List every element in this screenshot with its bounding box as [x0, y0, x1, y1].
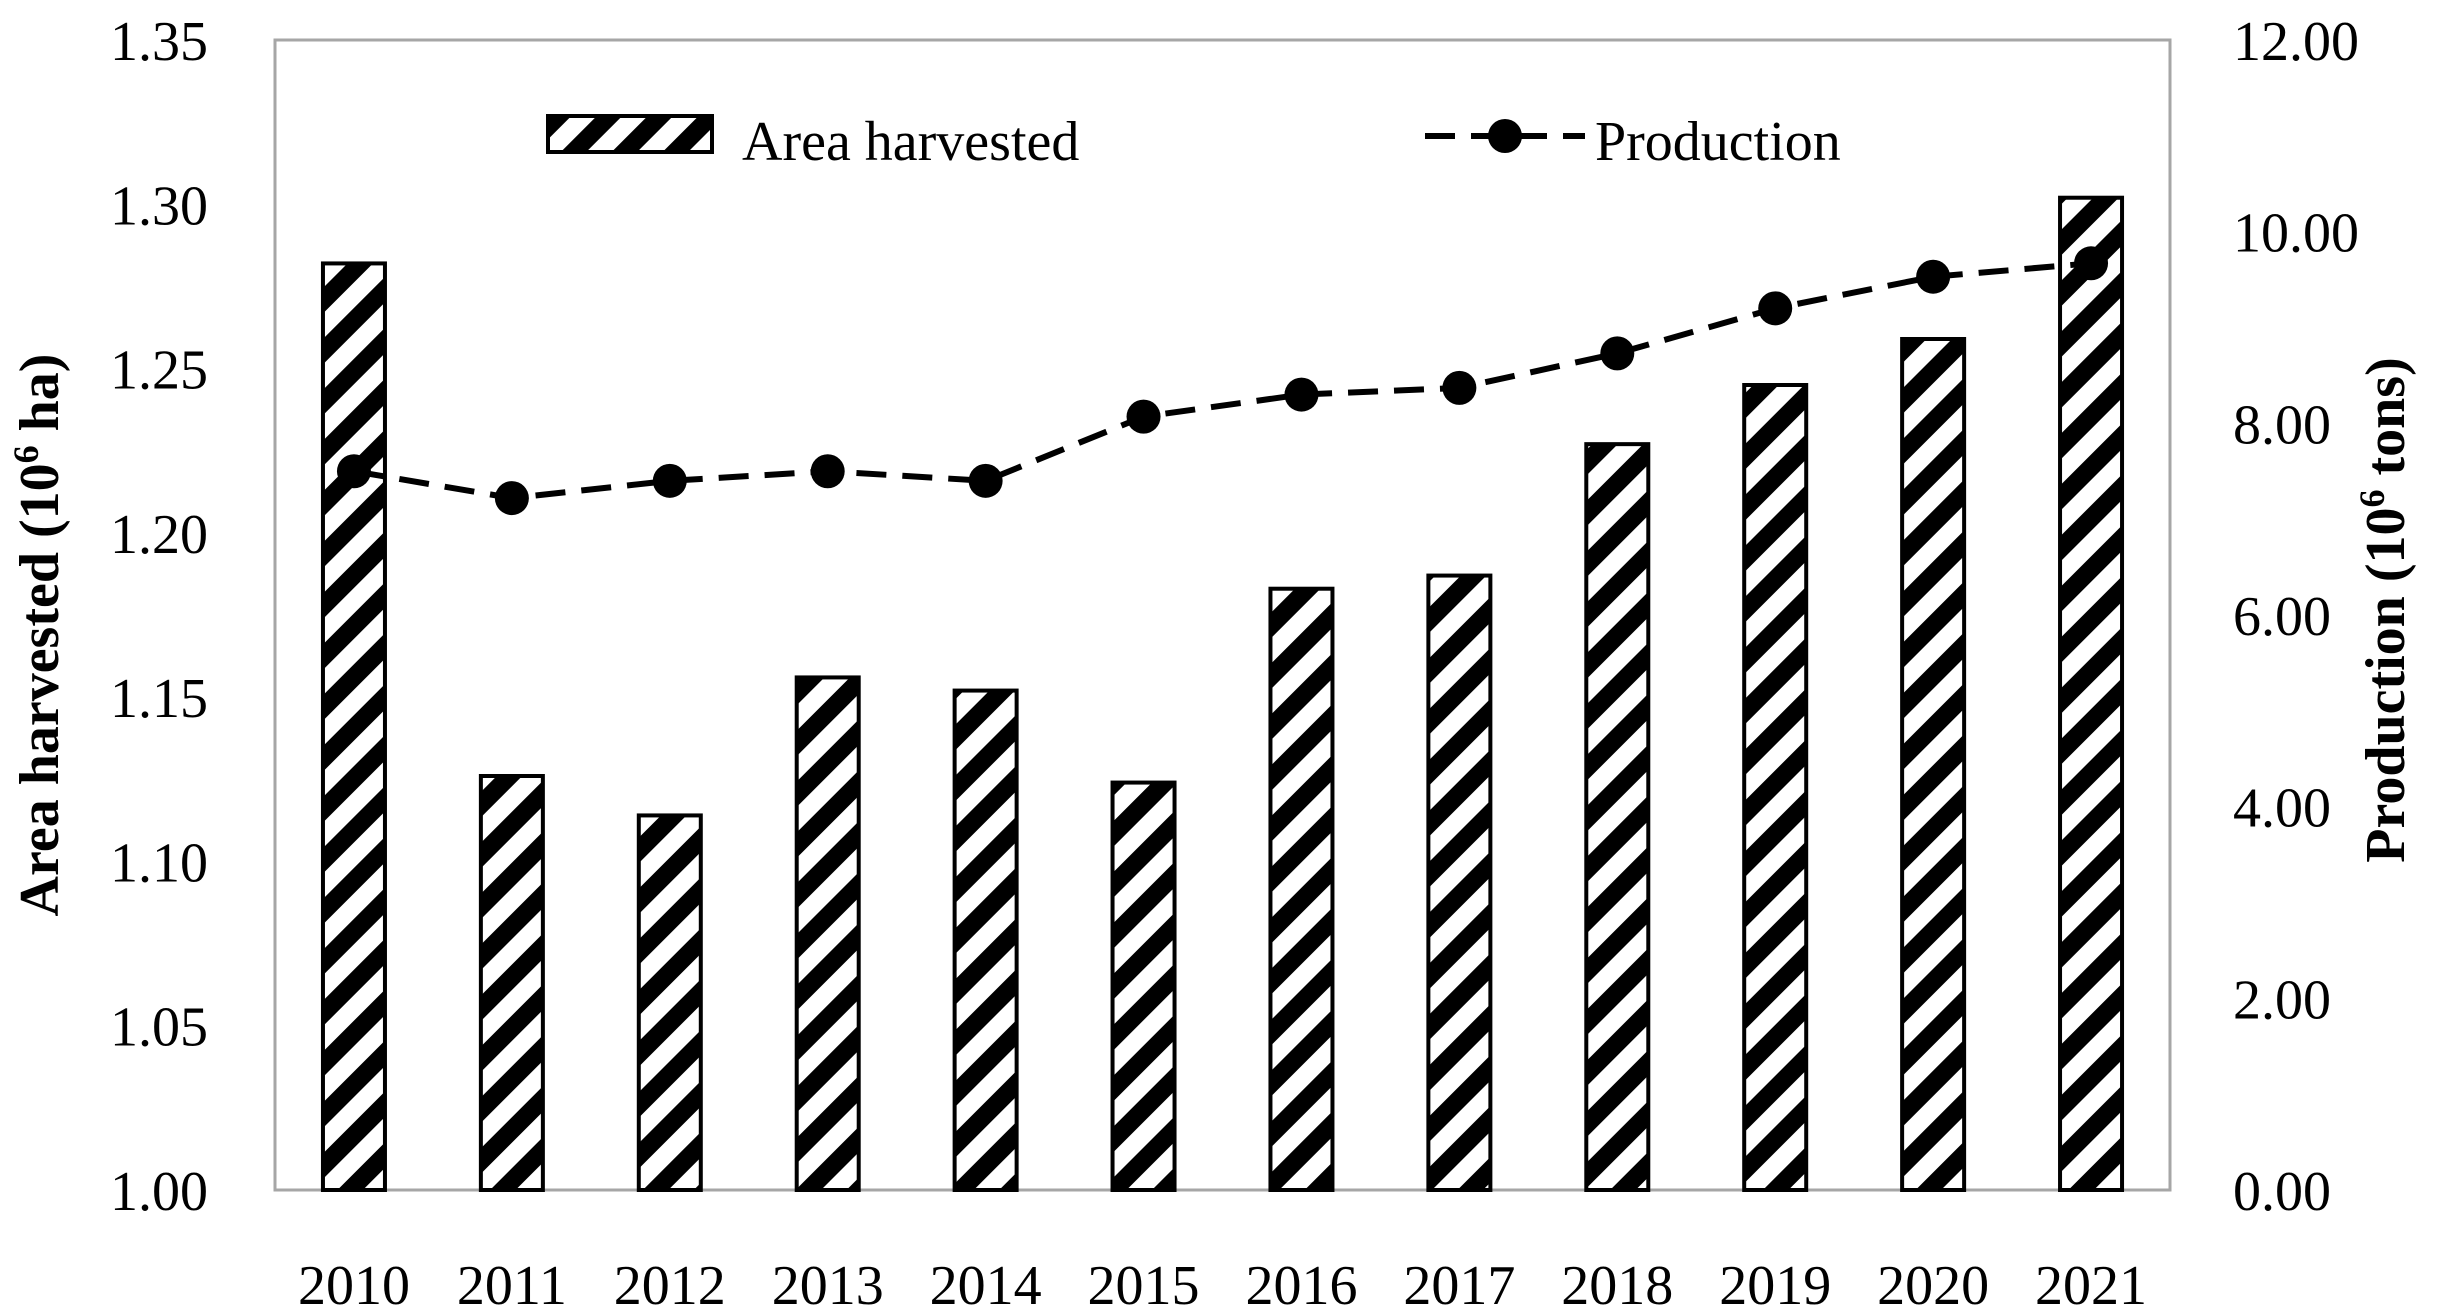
x-tick-label-2011: 2011	[457, 1255, 567, 1316]
point-production-2017	[1442, 370, 1477, 405]
x-axis-ticks: 2010 2011 2012 2013 2014 2015 2016 2017 2018 2019…	[298, 1255, 2147, 1316]
left-tick-label: 1.10	[110, 832, 208, 894]
right-axis-title: Production (106 tons)	[2352, 357, 2417, 862]
bar-area-harvested-2016	[1268, 586, 1335, 1192]
x-tick-label-2012: 2012	[614, 1255, 726, 1316]
x-tick-label-2018: 2018	[1561, 1255, 1673, 1316]
left-tick-label: 1.35	[110, 11, 208, 73]
legend: Area harvested Production	[546, 111, 1841, 173]
legend-marker-production	[1488, 119, 1522, 153]
bar-area-harvested-2017	[1426, 573, 1493, 1192]
point-production-2021	[2074, 246, 2109, 281]
left-tick-label: 1.25	[110, 340, 208, 402]
point-production-2012	[652, 463, 687, 498]
plot-frame	[273, 38, 2172, 1192]
bar-area-harvested-2012	[636, 813, 703, 1193]
line-series-production	[336, 246, 2109, 516]
point-production-2014	[968, 463, 1003, 498]
bar-area-harvested-2013	[794, 675, 861, 1192]
production-line	[353, 260, 2092, 502]
x-tick-label-2013: 2013	[772, 1255, 884, 1316]
left-tick-label: 1.00	[110, 1161, 208, 1223]
right-tick-label: 12.00	[2233, 11, 2359, 73]
bar-area-harvested-2020	[1900, 337, 1967, 1192]
bar-area-harvested-2018	[1584, 442, 1651, 1192]
bar-area-harvested-2014	[952, 688, 1019, 1192]
left-tick-label: 1.05	[110, 997, 208, 1059]
x-tick-label-2021: 2021	[2035, 1255, 2147, 1316]
x-tick-label-2017: 2017	[1403, 1255, 1515, 1316]
bar-series-area-harvested	[320, 195, 2125, 1193]
legend-label-area-harvested: Area harvested	[742, 111, 1079, 173]
left-axis-title: Area harvested (106 ha)	[6, 354, 71, 917]
point-production-2019	[1758, 291, 1793, 326]
x-tick-label-2015: 2015	[1088, 1255, 1200, 1316]
point-production-2016	[1284, 377, 1319, 412]
right-tick-label: 10.00	[2233, 203, 2359, 265]
bar-area-harvested-2019	[1742, 383, 1809, 1192]
x-tick-label-2010: 2010	[298, 1255, 410, 1316]
right-axis-ticks: 0.00 2.00 4.00 6.00 8.00 10.00 12.00	[2233, 11, 2359, 1223]
bar-area-harvested-2015	[1110, 780, 1177, 1192]
left-axis-ticks: 1.00 1.05 1.10 1.15 1.20 1.25 1.30 1.35	[110, 11, 208, 1223]
right-tick-label: 6.00	[2233, 586, 2331, 648]
x-tick-label-2014: 2014	[930, 1255, 1042, 1316]
bar-area-harvested-2010	[320, 261, 387, 1192]
right-tick-label: 2.00	[2233, 969, 2331, 1031]
right-tick-label: 0.00	[2233, 1161, 2331, 1223]
legend-swatch-area-harvested	[546, 114, 714, 154]
left-tick-label: 1.20	[110, 504, 208, 566]
point-production-2013	[810, 454, 845, 489]
point-production-2010	[336, 454, 371, 489]
x-tick-label-2020: 2020	[1877, 1255, 1989, 1316]
point-production-2015	[1126, 399, 1161, 434]
x-tick-label-2016: 2016	[1245, 1255, 1357, 1316]
left-tick-label: 1.15	[110, 668, 208, 730]
point-production-2020	[1916, 259, 1951, 294]
point-production-2011	[494, 481, 529, 516]
bar-area-harvested-2021	[2058, 195, 2125, 1192]
bar-area-harvested-2011	[478, 774, 545, 1192]
right-tick-label: 4.00	[2233, 778, 2331, 840]
legend-label-production: Production	[1595, 111, 1841, 173]
right-tick-label: 8.00	[2233, 394, 2331, 456]
x-tick-label-2019: 2019	[1719, 1255, 1831, 1316]
left-tick-label: 1.30	[110, 175, 208, 237]
point-production-2018	[1600, 336, 1635, 371]
